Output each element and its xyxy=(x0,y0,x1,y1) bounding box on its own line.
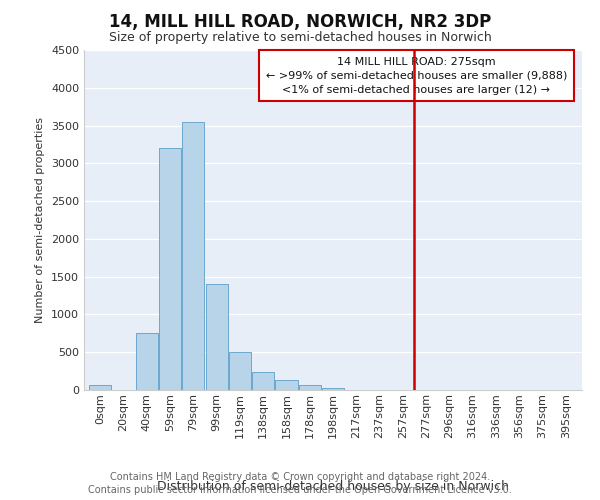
Text: Size of property relative to semi-detached houses in Norwich: Size of property relative to semi-detach… xyxy=(109,31,491,44)
Bar xyxy=(299,384,321,390)
Bar xyxy=(275,380,298,390)
Text: Contains public sector information licensed under the Open Government Licence v3: Contains public sector information licen… xyxy=(88,485,512,495)
Bar xyxy=(206,284,227,390)
Bar xyxy=(182,122,205,390)
Bar xyxy=(89,386,112,390)
Bar xyxy=(159,148,181,390)
X-axis label: Distribution of semi-detached houses by size in Norwich: Distribution of semi-detached houses by … xyxy=(157,480,509,492)
Text: 14 MILL HILL ROAD: 275sqm
← >99% of semi-detached houses are smaller (9,888)
<1%: 14 MILL HILL ROAD: 275sqm ← >99% of semi… xyxy=(266,57,567,95)
Text: 14, MILL HILL ROAD, NORWICH, NR2 3DP: 14, MILL HILL ROAD, NORWICH, NR2 3DP xyxy=(109,12,491,30)
Text: Contains HM Land Registry data © Crown copyright and database right 2024.: Contains HM Land Registry data © Crown c… xyxy=(110,472,490,482)
Bar xyxy=(136,334,158,390)
Bar xyxy=(229,352,251,390)
Bar xyxy=(322,388,344,390)
Bar xyxy=(252,372,274,390)
Y-axis label: Number of semi-detached properties: Number of semi-detached properties xyxy=(35,117,46,323)
